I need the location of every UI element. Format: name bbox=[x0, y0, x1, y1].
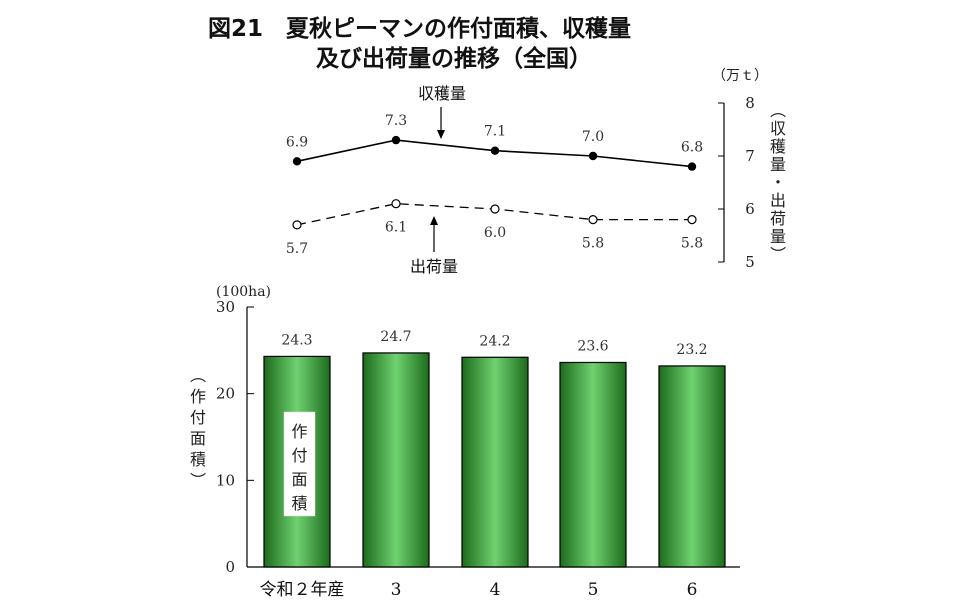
bar-y-label-char: 積 bbox=[190, 450, 206, 469]
x-category-label: 令和２年産 bbox=[260, 580, 345, 600]
line-y-tick-label: 7 bbox=[745, 147, 755, 165]
bar-legend-char: 面 bbox=[291, 470, 307, 489]
line-point-shukkaryo bbox=[292, 220, 302, 230]
line-y-tick-label: 8 bbox=[745, 94, 755, 112]
line-value-label-shukakuryo: 7.3 bbox=[385, 113, 407, 129]
line-point-shukkaryo bbox=[490, 204, 500, 214]
annotation-arrowhead-shukakuryo bbox=[437, 130, 445, 139]
bar-legend-char: 積 bbox=[291, 494, 307, 513]
bar-y-tick-label: 10 bbox=[216, 471, 235, 489]
x-category-label: 6 bbox=[687, 580, 698, 600]
line-point-shukkaryo bbox=[588, 215, 598, 225]
line-y-tick-label: 6 bbox=[745, 200, 755, 218]
line-y-label-char: （ bbox=[768, 102, 787, 118]
bar-y-unit: (100ha) bbox=[216, 284, 271, 300]
line-value-label-shukkaryo: 5.8 bbox=[582, 236, 604, 252]
bar bbox=[559, 361, 627, 568]
bar-value-label: 23.6 bbox=[577, 338, 608, 354]
line-value-label-shukakuryo: 6.8 bbox=[681, 140, 703, 156]
line-value-label-shukakuryo: 6.9 bbox=[286, 134, 308, 150]
bar-value-label: 23.2 bbox=[676, 342, 707, 358]
bar-legend-char: 付 bbox=[291, 446, 307, 465]
bar-value-label: 24.2 bbox=[479, 333, 510, 349]
bar-y-label-char: （ bbox=[188, 367, 207, 383]
line-point-shukakuryo bbox=[391, 135, 401, 145]
line-point-shukkaryo bbox=[687, 215, 697, 225]
bar-y-label-char: 面 bbox=[190, 429, 206, 448]
line-y-label-char: 出 bbox=[770, 191, 786, 210]
line-y-label-char: 量 bbox=[770, 227, 786, 246]
line-y-label-char: ） bbox=[768, 246, 787, 262]
annotation-arrowhead-shukkaryo bbox=[430, 216, 438, 225]
annotation-shukkaryo: 出荷量 bbox=[410, 257, 458, 276]
line-value-label-shukakuryo: 7.0 bbox=[582, 129, 604, 145]
x-category-label: 5 bbox=[588, 580, 599, 600]
line-y-label-char: 量 bbox=[770, 155, 786, 174]
chart-title-line2: 及び出荷量の推移（全国） bbox=[316, 45, 592, 72]
x-category-label: 3 bbox=[391, 580, 402, 600]
line-point-shukakuryo bbox=[687, 162, 697, 171]
bar-y-label-char: ） bbox=[188, 472, 207, 488]
bar-y-label-char: 付 bbox=[190, 408, 206, 427]
line-y-label-char: ・ bbox=[770, 173, 786, 192]
line-point-shukakuryo bbox=[292, 157, 302, 166]
bar-y-label-char: 作 bbox=[190, 387, 206, 406]
annotation-shukakuryo: 収穫量 bbox=[418, 84, 466, 103]
line-value-label-shukkaryo: 6.1 bbox=[385, 220, 407, 236]
line-y-label-char: 収 bbox=[770, 119, 786, 138]
bar-legend-box bbox=[283, 411, 316, 517]
line-y-label-char: 穫 bbox=[770, 137, 786, 156]
bar-y-tick-label: 0 bbox=[225, 558, 235, 576]
line-value-label-shukkaryo: 6.0 bbox=[484, 225, 506, 241]
bar-legend-char: 作 bbox=[291, 422, 307, 441]
line-value-label-shukakuryo: 7.1 bbox=[484, 124, 506, 140]
line-value-label-shukkaryo: 5.7 bbox=[286, 241, 308, 257]
bar-y-tick-label: 20 bbox=[216, 385, 235, 403]
line-value-label-shukkaryo: 5.8 bbox=[681, 236, 703, 252]
line-point-shukkaryo bbox=[391, 199, 401, 209]
bar-y-tick-label: 30 bbox=[216, 298, 235, 316]
bar bbox=[461, 356, 529, 568]
line-y-label-char: 荷 bbox=[770, 209, 786, 228]
bar bbox=[362, 352, 430, 568]
bar-value-label: 24.3 bbox=[281, 332, 312, 348]
line-y-tick-label: 5 bbox=[745, 253, 755, 271]
bar-value-label: 24.7 bbox=[380, 329, 411, 345]
x-category-label: 4 bbox=[490, 580, 501, 600]
line-y-unit: （万ｔ） bbox=[712, 68, 768, 84]
line-point-shukakuryo bbox=[588, 151, 598, 161]
chart-title-line1: 図21 夏秋ピーマンの作付面積、収穫量 bbox=[208, 15, 631, 42]
line-point-shukakuryo bbox=[490, 146, 500, 155]
bar bbox=[658, 365, 726, 568]
